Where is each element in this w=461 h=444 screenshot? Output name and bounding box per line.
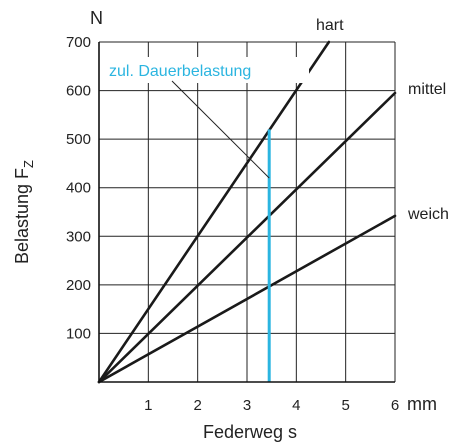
- annotation-label-background: [104, 57, 309, 83]
- x-tick-label-5: 5: [341, 397, 349, 414]
- y-tick-label-100: 100: [66, 325, 91, 342]
- annotation-group: zul. Dauerbelastung: [104, 57, 309, 382]
- y-unit-label: N: [90, 8, 103, 28]
- x-tick-label-6: 6: [391, 397, 399, 414]
- series-line-hart: [97, 40, 331, 384]
- series-label-mittel: mittel: [408, 81, 446, 98]
- series-line-weich: [97, 214, 397, 384]
- y-axis-label-main: Belastung F: [12, 168, 32, 264]
- y-axis-label: Belastung FZ: [12, 160, 36, 264]
- series-label-hart: hart: [316, 17, 344, 34]
- series-label-weich: weich: [407, 206, 449, 223]
- grid: [99, 41, 396, 382]
- y-axis-label-subscript: Z: [21, 160, 36, 168]
- y-tick-label-600: 600: [66, 83, 91, 100]
- x-unit-label: mm: [407, 394, 437, 414]
- annotation-leader-line: [171, 80, 270, 179]
- series-line-mittel: [97, 91, 397, 384]
- annotation-label: zul. Dauerbelastung: [109, 63, 251, 80]
- y-tick-label-500: 500: [66, 131, 91, 148]
- x-tick-label-1: 1: [144, 397, 152, 414]
- x-axis-label: Federweg s: [203, 422, 297, 442]
- y-tick-label-300: 300: [66, 228, 91, 245]
- y-tick-label-700: 700: [66, 34, 91, 51]
- axes: 1 2 3 4 5 6 100 200 300 400 500 600 700: [66, 34, 399, 414]
- y-tick-label-400: 400: [66, 180, 91, 197]
- x-tick-label-3: 3: [243, 397, 251, 414]
- y-tick-label-200: 200: [66, 277, 91, 294]
- series-lines: hart mittel weich: [97, 17, 449, 384]
- x-tick-label-4: 4: [292, 397, 300, 414]
- x-tick-label-2: 2: [193, 397, 201, 414]
